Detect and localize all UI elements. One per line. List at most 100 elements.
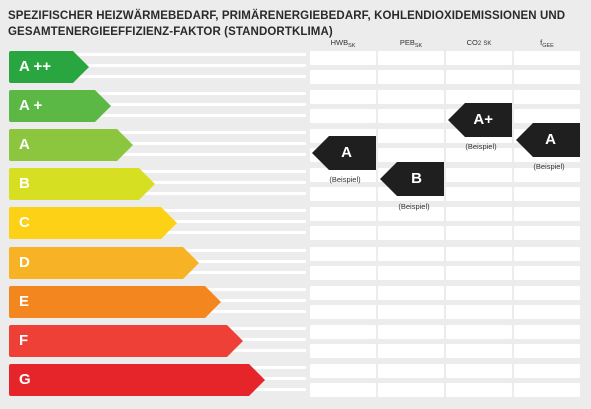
arrow-tip: [227, 325, 243, 357]
energy-class-label: G: [19, 371, 31, 388]
energy-class-arrow: B: [9, 168, 155, 200]
table-cell: [378, 70, 444, 84]
row-stripe: [9, 114, 306, 117]
table-cell: [446, 70, 512, 84]
marker-hwb: A: [312, 136, 376, 170]
table-cell: [310, 51, 376, 65]
column-header-fgee: fGEE: [540, 38, 554, 49]
row-stripe: [9, 131, 306, 134]
table-cell: [514, 226, 580, 240]
table-cell: [378, 305, 444, 319]
arrow-tip: [95, 90, 111, 122]
row-stripe: [9, 53, 306, 56]
arrow-tip: [249, 364, 265, 396]
table-cell: [514, 90, 580, 104]
table-cell: [378, 51, 444, 65]
table-cell: [310, 226, 376, 240]
table-cell: [514, 51, 580, 65]
table-cell: [310, 70, 376, 84]
marker-co2-note: (Beispiel): [465, 142, 497, 151]
marker-co2: A+: [448, 103, 512, 137]
table-cell: [514, 168, 580, 182]
table-cell: [310, 344, 376, 358]
energy-class-label: A +: [19, 97, 43, 114]
arrow-tip: [73, 51, 89, 83]
energy-class-label: C: [19, 214, 30, 231]
row-stripe: [9, 64, 306, 67]
marker-shape: [312, 136, 376, 170]
table-cell: [446, 207, 512, 221]
table-cell: [446, 148, 512, 162]
row-stripe: [9, 75, 306, 78]
table-cell: [378, 207, 444, 221]
table-cell: [446, 266, 512, 280]
energy-class-arrow: E: [9, 286, 221, 318]
table-cell: [378, 90, 444, 104]
energy-class-arrow: D: [9, 247, 199, 279]
marker-peb: B: [380, 162, 444, 196]
table-cell: [446, 51, 512, 65]
table-cell: [378, 247, 444, 261]
row-stripe: [9, 181, 306, 184]
arrow-tip: [205, 286, 221, 318]
table-cell: [514, 266, 580, 280]
marker-peb-label: B: [411, 170, 422, 187]
table-cell: [378, 226, 444, 240]
table-cell: [310, 305, 376, 319]
table-cell: [446, 187, 512, 201]
row-stripe: [9, 170, 306, 173]
row-stripe: [9, 153, 306, 156]
table-cell: [514, 325, 580, 339]
arrow-tip: [183, 247, 199, 279]
row-stripe: [9, 92, 306, 95]
table-cell: [378, 129, 444, 143]
energy-class-arrow: A: [9, 129, 133, 161]
table-cell: [446, 344, 512, 358]
table-cell: [514, 383, 580, 397]
table-cell: [378, 364, 444, 378]
table-cell: [446, 286, 512, 300]
arrow-tip: [117, 129, 133, 161]
marker-hwb-note: (Beispiel): [329, 175, 361, 184]
arrow-tip: [139, 168, 155, 200]
table-cell: [310, 286, 376, 300]
marker-fgee-note: (Beispiel): [533, 162, 565, 171]
marker-fgee: A: [516, 123, 580, 157]
table-cell: [446, 364, 512, 378]
title-line-2: GESAMTENERGIEEFFIZIENZ-FAKTOR (STANDORTK…: [8, 26, 333, 38]
marker-peb-note: (Beispiel): [398, 202, 430, 211]
marker-co2-label: A+: [473, 111, 493, 128]
table-cell: [446, 90, 512, 104]
table-cell: [310, 207, 376, 221]
energy-class-label: A: [19, 136, 30, 153]
table-cell: [514, 286, 580, 300]
marker-shape: [516, 123, 580, 157]
table-cell: [514, 364, 580, 378]
column-header-peb: PEBSK: [399, 38, 423, 49]
table-cell: [310, 325, 376, 339]
table-cell: [446, 325, 512, 339]
energy-class-arrow: C: [9, 207, 177, 239]
energy-class-label: F: [19, 332, 29, 349]
table-cell: [310, 247, 376, 261]
table-cell: [378, 148, 444, 162]
table-cell: [514, 109, 580, 123]
table-cell: [310, 266, 376, 280]
marker-shape: [380, 162, 444, 196]
column-header-co2: CO2 SK: [466, 38, 492, 47]
table-cell: [310, 187, 376, 201]
table-cell: [514, 70, 580, 84]
table-cell: [378, 325, 444, 339]
table-cell: [310, 109, 376, 123]
table-cell: [378, 344, 444, 358]
table-cell: [378, 286, 444, 300]
table-cell: [446, 305, 512, 319]
chart-title: SPEZIFISCHER HEIZWÄRMEBEDARF, PRIMÄRENER…: [8, 8, 588, 40]
table-cell: [514, 187, 580, 201]
row-stripe: [9, 103, 306, 106]
marker-shape: [448, 103, 512, 137]
energy-class-arrow: A +: [9, 90, 111, 122]
table-cell: [514, 305, 580, 319]
table-cell: [310, 90, 376, 104]
arrow-tip: [161, 207, 177, 239]
